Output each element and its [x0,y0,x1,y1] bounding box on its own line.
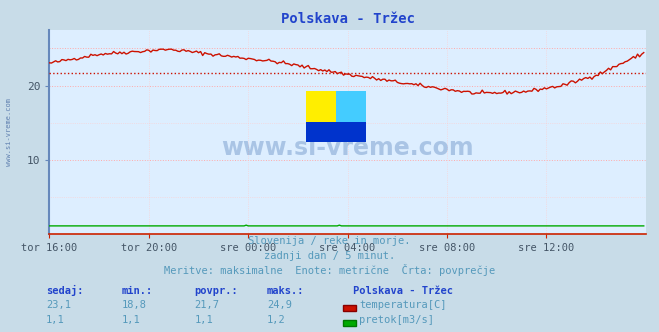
Text: pretok[m3/s]: pretok[m3/s] [359,315,434,325]
Text: Slovenija / reke in morje.: Slovenija / reke in morje. [248,236,411,246]
Text: Meritve: maksimalne  Enote: metrične  Črta: povprečje: Meritve: maksimalne Enote: metrične Črta… [164,264,495,276]
Text: 23,1: 23,1 [46,300,71,310]
Text: povpr.:: povpr.: [194,286,238,296]
Polygon shape [306,122,366,142]
Text: 24,9: 24,9 [267,300,292,310]
Polygon shape [335,91,366,142]
Text: min.:: min.: [122,286,153,296]
Text: sedaj:: sedaj: [46,285,84,296]
Text: www.si-vreme.com: www.si-vreme.com [221,136,474,160]
Text: 1,1: 1,1 [46,315,65,325]
Text: 21,7: 21,7 [194,300,219,310]
Text: 1,1: 1,1 [194,315,213,325]
Text: temperatura[C]: temperatura[C] [359,300,447,310]
Text: 18,8: 18,8 [122,300,147,310]
Text: 1,2: 1,2 [267,315,285,325]
Polygon shape [306,91,335,142]
Text: zadnji dan / 5 minut.: zadnji dan / 5 minut. [264,251,395,261]
Text: Polskava - Tržec: Polskava - Tržec [353,286,453,296]
Text: www.si-vreme.com: www.si-vreme.com [6,98,12,166]
Title: Polskava - Tržec: Polskava - Tržec [281,12,415,26]
Text: maks.:: maks.: [267,286,304,296]
Text: 1,1: 1,1 [122,315,140,325]
